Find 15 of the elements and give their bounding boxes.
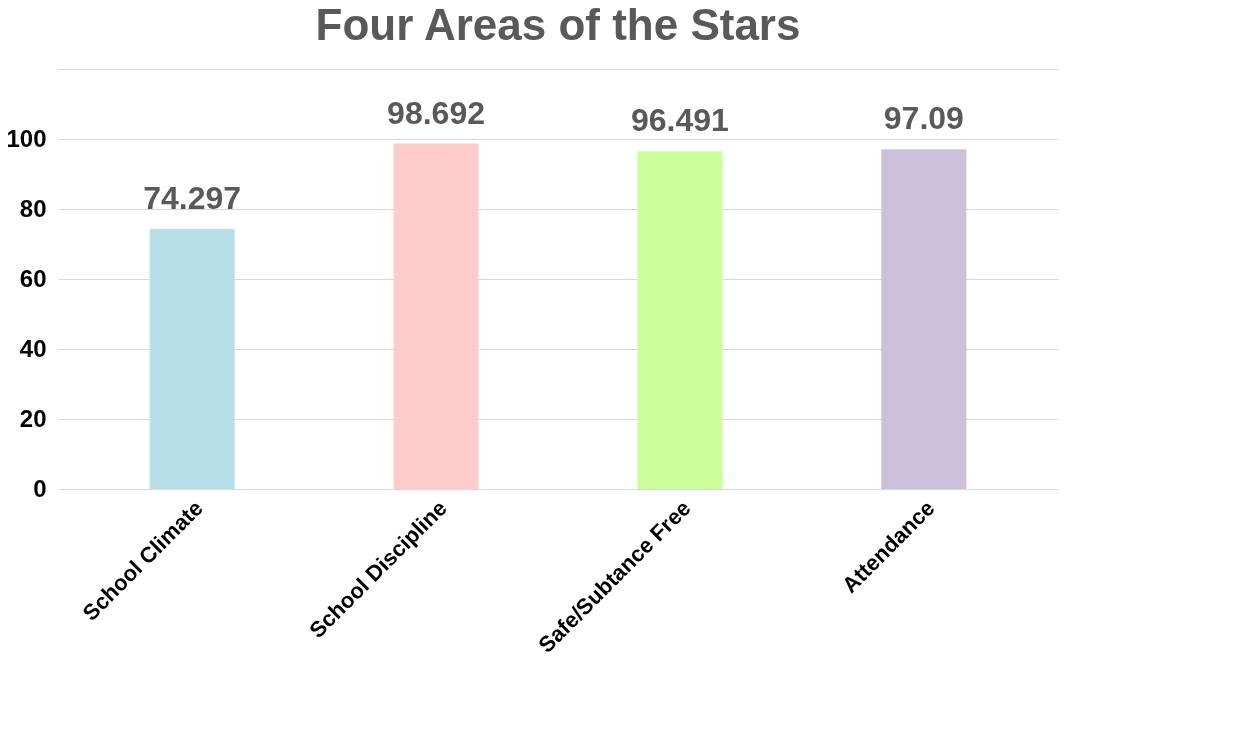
chart-title: Four Areas of the Stars	[315, 0, 801, 49]
y-tick-label: 20	[19, 404, 47, 432]
y-tick-label: 80	[19, 194, 47, 222]
bar	[149, 228, 235, 489]
bar	[881, 149, 967, 489]
data-label: 98.692	[387, 94, 485, 131]
y-tick-label: 0	[33, 474, 47, 502]
bar	[393, 143, 479, 489]
data-label: 74.297	[143, 179, 242, 216]
y-tick-label: 100	[6, 124, 47, 152]
data-label: 97.09	[883, 100, 964, 137]
bar	[637, 151, 723, 489]
y-tick-label: 40	[19, 334, 47, 362]
y-tick-label: 60	[19, 264, 47, 292]
data-label: 96.491	[631, 102, 729, 139]
